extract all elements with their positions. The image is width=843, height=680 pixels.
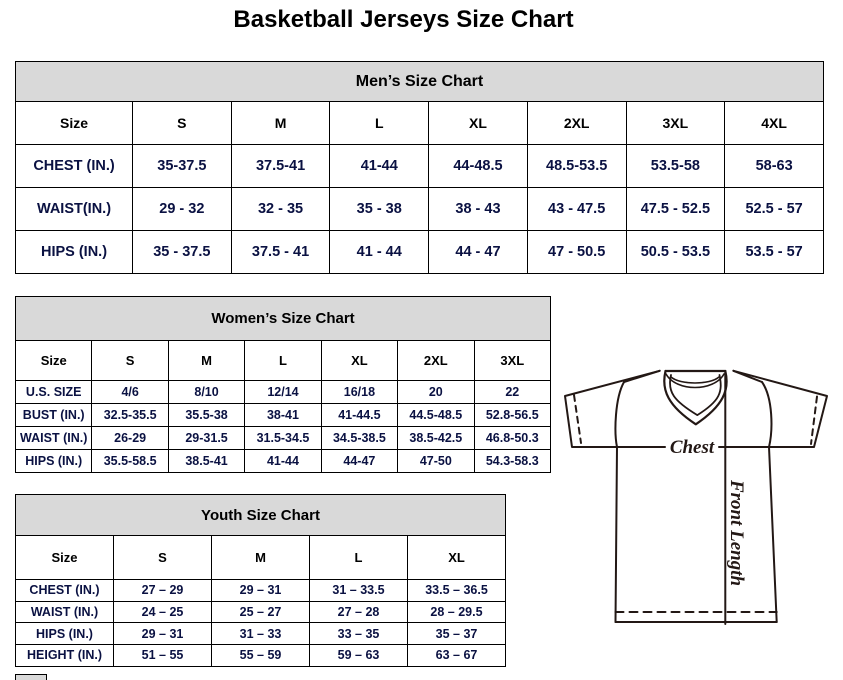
- svg-text:Chest: Chest: [670, 437, 715, 458]
- svg-text:Front Length: Front Length: [726, 479, 747, 586]
